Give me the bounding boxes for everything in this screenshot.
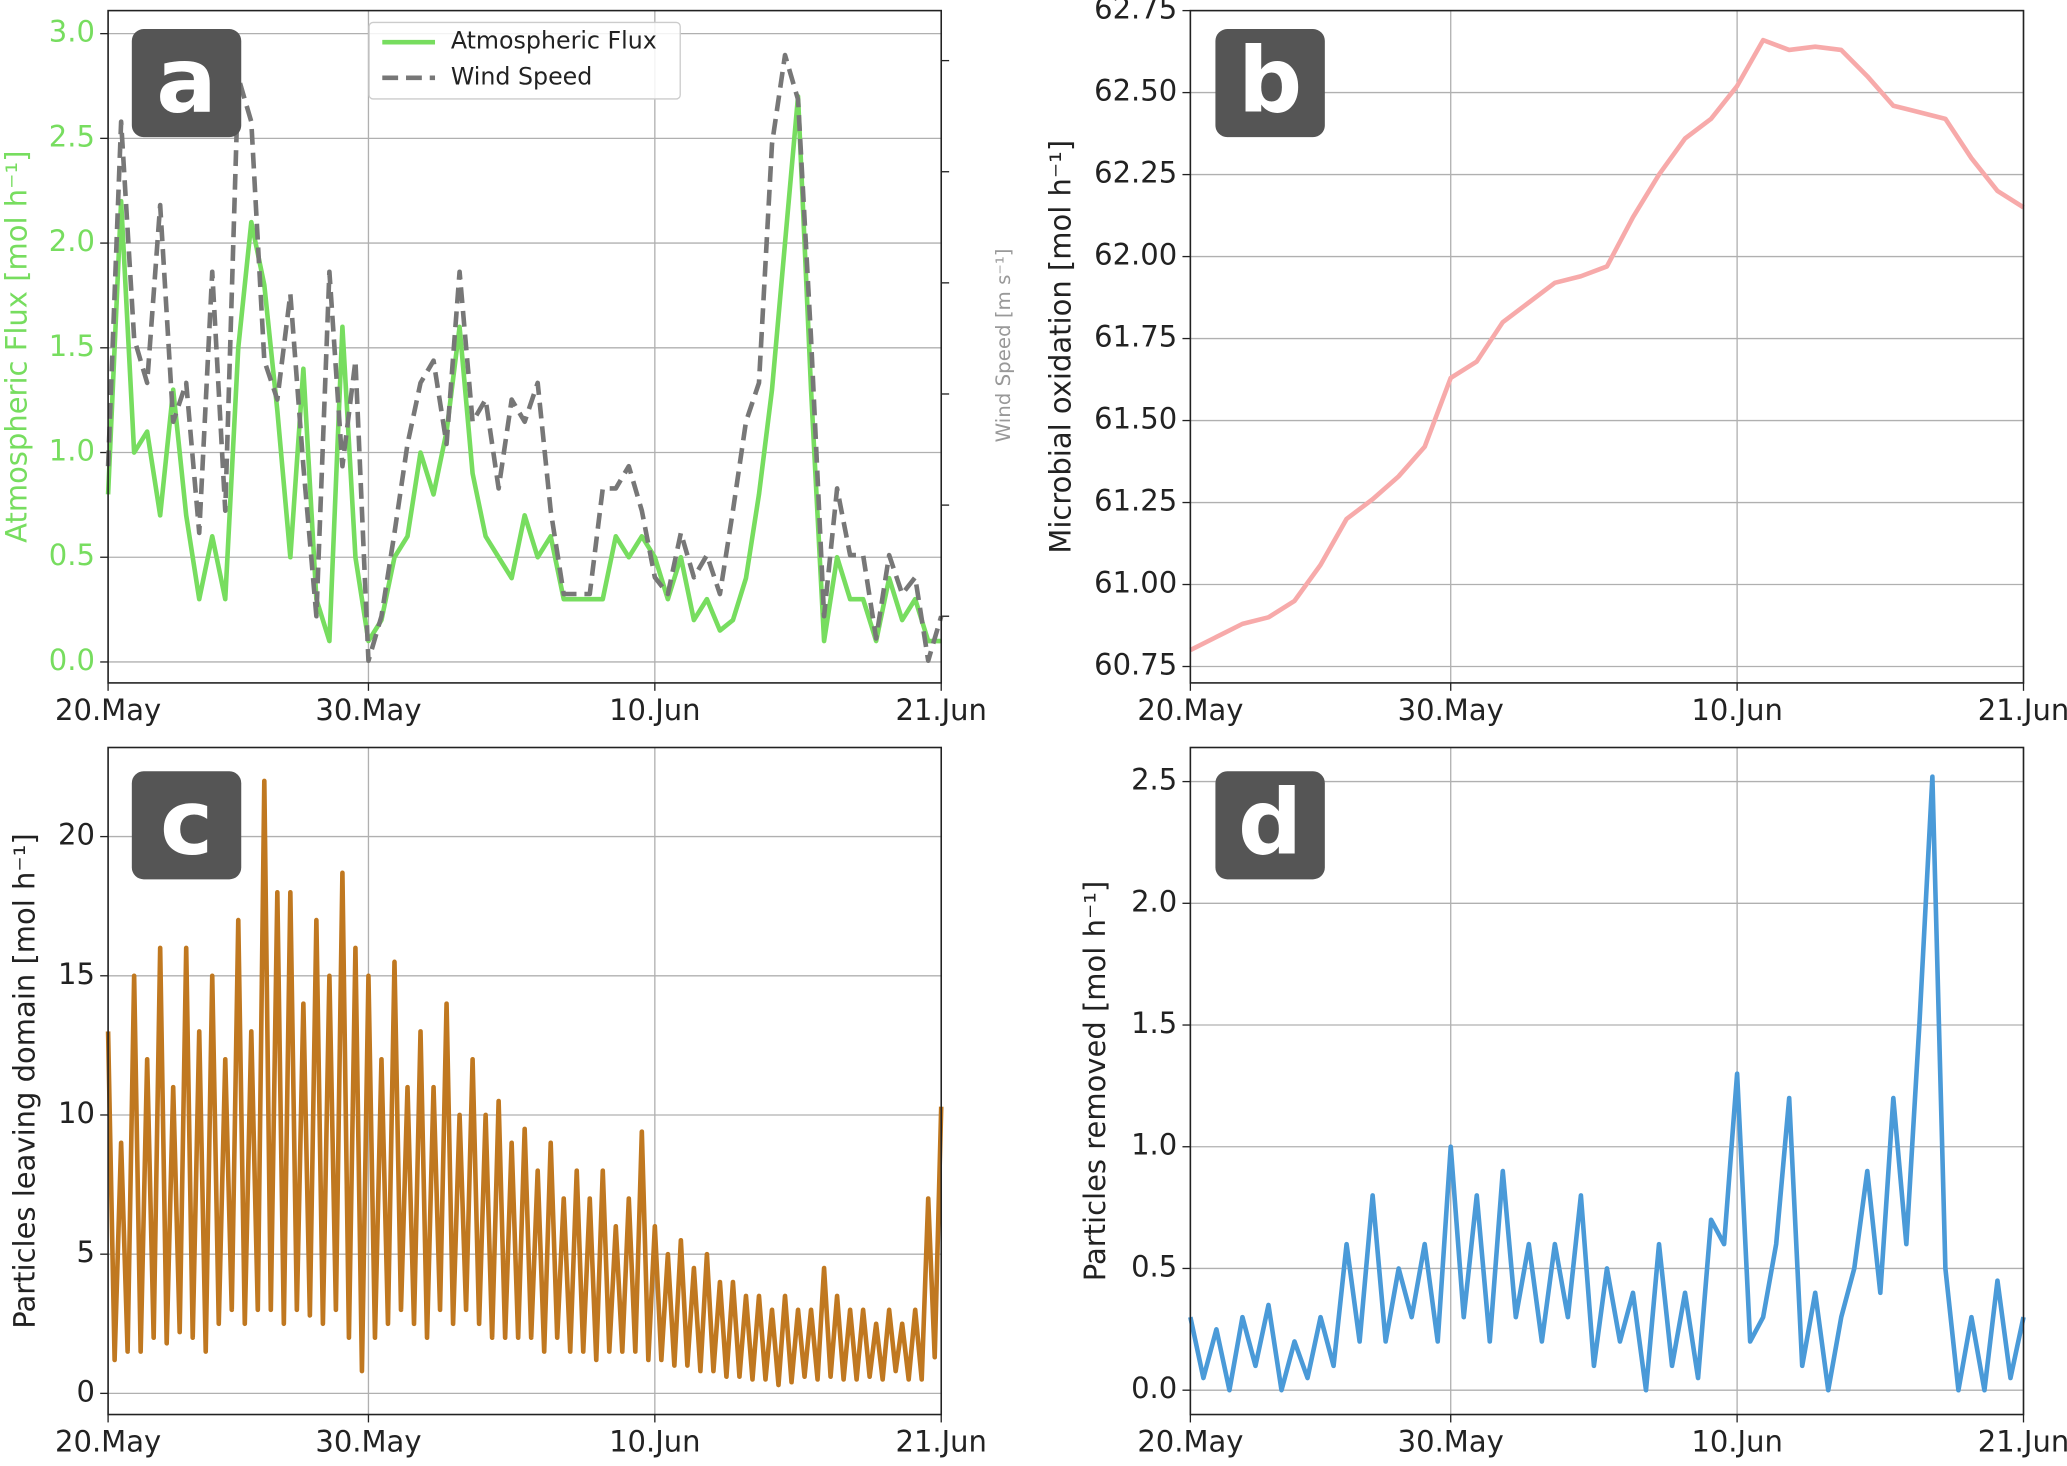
- y-tick-label: 1.5: [49, 329, 95, 363]
- panel-label: a: [156, 29, 216, 133]
- y-tick-label: 61.25: [1094, 484, 1177, 518]
- x-tick-label: 20.May: [1137, 693, 1243, 727]
- y-axis-label: Microbial oxidation [mol h⁻¹]: [1044, 140, 1078, 554]
- y-tick-label: 61.00: [1094, 566, 1177, 600]
- panel-label-box: [131, 29, 242, 138]
- x-tick-label: 20.May: [1137, 1425, 1243, 1459]
- series-line: [1188, 774, 2026, 1393]
- y-axis-label: Particles removed [mol h⁻¹]: [1078, 881, 1112, 1281]
- x-tick-label: 21.Jun: [1978, 693, 2067, 727]
- y-axis-label: Particles leaving domain [mol h⁻¹]: [7, 833, 41, 1328]
- y-tick-label: 62.25: [1094, 156, 1177, 190]
- y-axis-label: Atmospheric Flux [mol h⁻¹]: [0, 151, 33, 543]
- panel-label-box: [1215, 29, 1325, 138]
- y-tick-label: 10: [58, 1096, 95, 1130]
- legend-box: [368, 21, 681, 100]
- y-tick-label: 0.5: [49, 538, 95, 572]
- y-tick-label: 62.75: [1094, 0, 1177, 26]
- y-tick-label: 3.0: [49, 15, 95, 49]
- y-tick-label: 62.50: [1094, 74, 1177, 108]
- x-tick-label: 10.Jun: [609, 1425, 700, 1459]
- y-tick-label: 2.5: [49, 119, 95, 153]
- plot-frame: [107, 746, 943, 1416]
- x-tick-label: 10.Jun: [1691, 1425, 1782, 1459]
- x-tick-label: 10.Jun: [609, 693, 700, 727]
- y-tick-label: 1.5: [1131, 1006, 1177, 1040]
- x-tick-label: 20.May: [55, 1425, 161, 1459]
- x-tick-label: 30.May: [315, 1425, 421, 1459]
- y-tick-label: 15: [58, 957, 95, 991]
- plot-frame: [1189, 746, 2025, 1416]
- y-tick-label: 2.0: [49, 224, 95, 258]
- y-tick-label: 61.50: [1094, 402, 1177, 436]
- x-tick-label: 30.May: [1398, 693, 1504, 727]
- x-tick-label: 30.May: [1398, 1425, 1504, 1459]
- panel-label-box: [1215, 771, 1325, 880]
- x-tick-label: 21.Jun: [1978, 1425, 2067, 1459]
- panel-label: c: [160, 772, 213, 876]
- y-tick-label: 1.0: [1131, 1128, 1177, 1162]
- y2-axis-label: Wind Speed [m s⁻¹]: [992, 249, 1015, 443]
- plot-frame: [107, 9, 943, 684]
- y-tick-label: 0.0: [49, 643, 95, 677]
- x-tick-label: 20.May: [55, 693, 161, 727]
- plot-frame: [1189, 9, 2025, 684]
- series-line: [105, 778, 944, 1388]
- y-tick-label: 0.0: [1131, 1371, 1177, 1405]
- x-tick-label: 30.May: [315, 693, 421, 727]
- legend-label: Atmospheric Flux: [451, 27, 657, 55]
- y-tick-label: 61.75: [1094, 320, 1177, 354]
- y-tick-label: 60.75: [1094, 648, 1177, 682]
- panel-label-box: [131, 771, 242, 880]
- y-tick-label: 0.5: [1131, 1249, 1177, 1283]
- y-tick-label: 5: [76, 1235, 94, 1269]
- y-tick-label: 1.0: [49, 434, 95, 468]
- y-tick-label: 0: [76, 1374, 94, 1408]
- x-tick-label: 21.Jun: [896, 693, 987, 727]
- x-tick-label: 10.Jun: [1691, 693, 1782, 727]
- panel-label: b: [1238, 29, 1302, 133]
- legend-label: Wind Speed: [451, 62, 593, 90]
- y-tick-label: 2.0: [1131, 884, 1177, 918]
- y-tick-label: 20: [58, 818, 95, 852]
- x-tick-label: 21.Jun: [896, 1425, 987, 1459]
- series-line: [1189, 37, 2025, 653]
- y-tick-label: 2.5: [1131, 763, 1177, 797]
- y-tick-label: 62.00: [1094, 238, 1177, 272]
- series-line: [105, 52, 944, 663]
- panel-label: d: [1238, 772, 1302, 876]
